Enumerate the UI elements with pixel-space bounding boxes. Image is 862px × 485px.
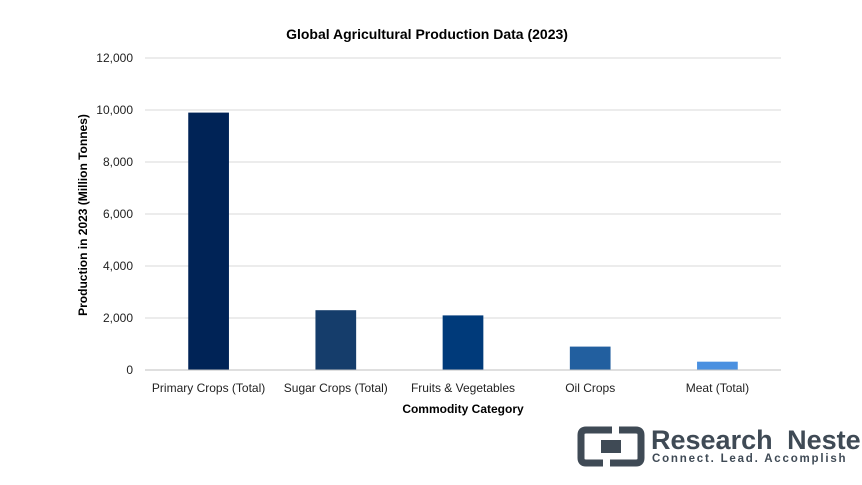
- y-axis-title: Production in 2023 (Million Tonnes): [76, 114, 90, 316]
- x-axis-ticks: Primary Crops (Total) Sugar Crops (Total)…: [152, 381, 749, 395]
- y-tick-label: 0: [126, 363, 133, 377]
- x-tick-label: Sugar Crops (Total): [284, 381, 388, 395]
- gridlines: [145, 57, 781, 319]
- x-tick-label: Fruits & Vegetables: [411, 381, 515, 395]
- y-tick-label: 10,000: [96, 103, 133, 117]
- bar: [315, 310, 357, 370]
- x-tick-label: Oil Crops: [565, 381, 615, 395]
- y-axis-ticks: 0 2,000 4,000 6,000 8,000 10,000 12,000: [96, 51, 133, 377]
- bar: [569, 346, 611, 370]
- bars: [188, 112, 738, 370]
- logo-mark-icon: [577, 426, 645, 467]
- bar: [442, 315, 484, 370]
- research-nester-logo: Research Nester Connect. Lead. Accomplis…: [577, 425, 862, 467]
- y-tick-label: 6,000: [103, 207, 133, 221]
- x-axis-title: Commodity Category: [402, 402, 524, 416]
- y-tick-label: 4,000: [103, 259, 133, 273]
- logo-name-research: Research: [651, 425, 773, 455]
- y-tick-label: 12,000: [96, 51, 133, 65]
- y-tick-label: 8,000: [103, 155, 133, 169]
- logo-tagline: Connect. Lead. Accomplish: [652, 453, 847, 465]
- logo-name-nester: Nester: [787, 425, 862, 455]
- chart-title: Global Agricultural Production Data (202…: [286, 26, 568, 42]
- x-tick-label: Primary Crops (Total): [152, 381, 265, 395]
- bar: [697, 361, 738, 370]
- y-tick-label: 2,000: [103, 311, 133, 325]
- x-tick-label: Meat (Total): [686, 381, 749, 395]
- bar: [188, 112, 229, 370]
- logo-name: Research Nester: [651, 425, 862, 455]
